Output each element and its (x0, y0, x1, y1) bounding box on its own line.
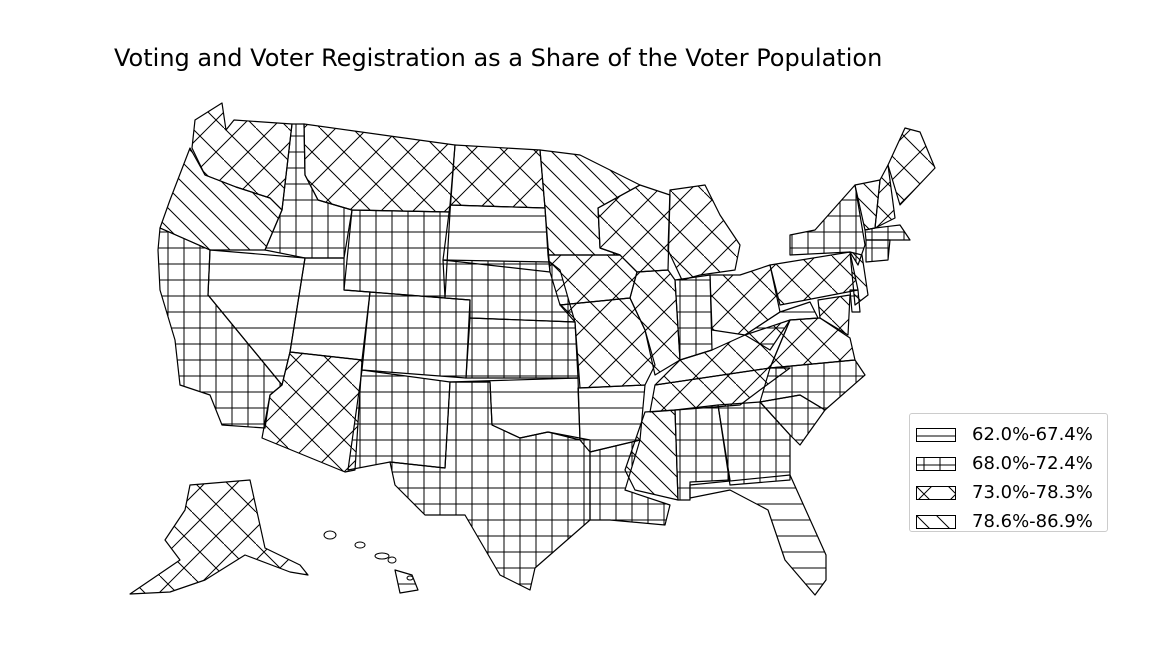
state-georgia (717, 401, 791, 486)
island-outline (374, 552, 390, 560)
state-connecticut (865, 239, 891, 263)
state-new-mexico (347, 369, 451, 471)
state-hawaii (394, 569, 419, 594)
state-massachusetts (864, 224, 911, 241)
state-wyoming (343, 209, 451, 299)
state-illinois (629, 269, 681, 376)
state-iowa (547, 254, 638, 306)
state-montana (303, 123, 456, 213)
legend-item: 68.0%-72.4% (916, 449, 1107, 478)
state-north-dakota (449, 144, 546, 209)
map-title: Voting and Voter Registration as a Share… (114, 44, 883, 72)
island-outline (387, 556, 397, 564)
state-florida (689, 474, 827, 596)
state-delaware (849, 289, 861, 313)
state-kansas (465, 317, 579, 379)
legend-swatch-horizontal (916, 427, 956, 442)
state-michigan (667, 184, 741, 281)
legend-label: 78.6%-86.9% (972, 511, 1093, 532)
legend-item: 78.6%-86.9% (916, 507, 1107, 536)
state-west-virginia (744, 301, 819, 351)
state-new-hampshire (874, 164, 896, 229)
legend-item: 62.0%-67.4% (916, 420, 1107, 449)
state-maryland (817, 294, 851, 336)
legend-label: 68.0%-72.4% (972, 453, 1093, 474)
state-mississippi (624, 409, 679, 501)
island-outline (323, 530, 337, 540)
state-alaska (129, 479, 309, 595)
legend-swatch-crosshatch (916, 485, 956, 500)
legend-swatch-grid (916, 456, 956, 471)
state-indiana (674, 274, 713, 361)
state-maine (887, 127, 936, 206)
legend-swatch-diagonal (916, 514, 956, 529)
state-colorado (361, 291, 471, 379)
legend-label: 62.0%-67.4% (972, 424, 1093, 445)
legend: 62.0%-67.4% 68.0%-72.4% 73.0%-78.3% 78.6… (909, 413, 1108, 532)
island-outline (406, 575, 414, 581)
legend-item: 73.0%-78.3% (916, 478, 1107, 507)
legend-label: 73.0%-78.3% (972, 482, 1093, 503)
states-layer (129, 102, 936, 596)
island-outline (354, 541, 366, 549)
